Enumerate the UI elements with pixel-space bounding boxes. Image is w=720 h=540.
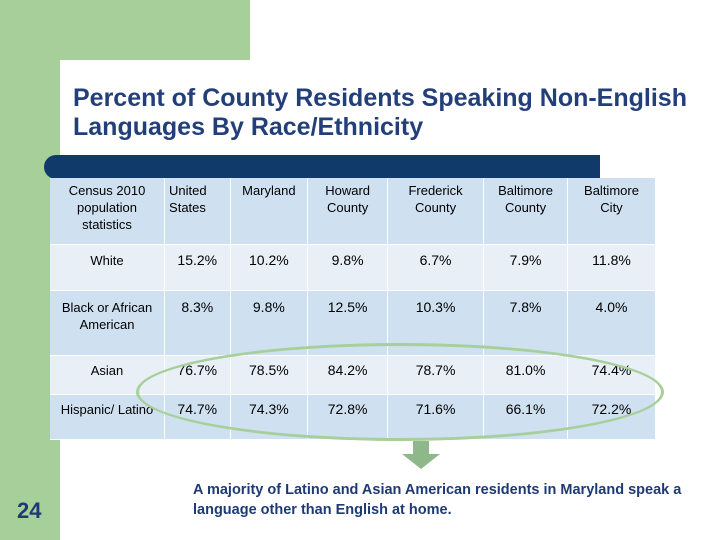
table-cell: 11.8%	[567, 244, 657, 291]
row-label: Hispanic/ Latino	[50, 394, 166, 440]
header-cell-maryland: Maryland	[230, 178, 309, 245]
highlight-oval	[136, 343, 664, 441]
header-cell-frederick-county: Frederick County	[387, 178, 485, 245]
header-cell-baltimore-county: Baltimore County	[483, 178, 568, 245]
header-cell-howard-county: Howard County	[307, 178, 388, 245]
table-header-row: Census 2010 population statistics United…	[50, 178, 657, 245]
title-underline-bar	[44, 155, 600, 179]
table-cell: 7.9%	[483, 244, 568, 291]
table-cell: 8.3%	[164, 290, 231, 356]
slide-title: Percent of County Residents Speaking Non…	[73, 84, 687, 141]
callout-text: A majority of Latino and Asian American …	[193, 482, 682, 518]
table-cell: 15.2%	[164, 244, 231, 291]
table-cell: 4.0%	[567, 290, 657, 356]
page-number: 24	[17, 498, 42, 523]
table-cell: 7.8%	[483, 290, 568, 356]
table-cell: 6.7%	[387, 244, 485, 291]
table-cell: 10.2%	[230, 244, 309, 291]
table-row: White 15.2% 10.2% 9.8% 6.7% 7.9% 11.8%	[50, 244, 657, 291]
row-label: White	[50, 244, 166, 291]
header-cell-united-states: United States	[164, 178, 231, 245]
table-row: Black or African American 8.3% 9.8% 12.5…	[50, 290, 657, 356]
down-arrow-icon	[402, 441, 440, 469]
table-cell: 9.8%	[307, 244, 388, 291]
row-label: Black or African American	[50, 290, 166, 356]
green-top-decoration	[0, 0, 250, 60]
table-cell: 9.8%	[230, 290, 309, 356]
header-cell-baltimore-city: Baltimore City	[567, 178, 657, 245]
header-cell-statistics: Census 2010 population statistics	[50, 178, 166, 245]
